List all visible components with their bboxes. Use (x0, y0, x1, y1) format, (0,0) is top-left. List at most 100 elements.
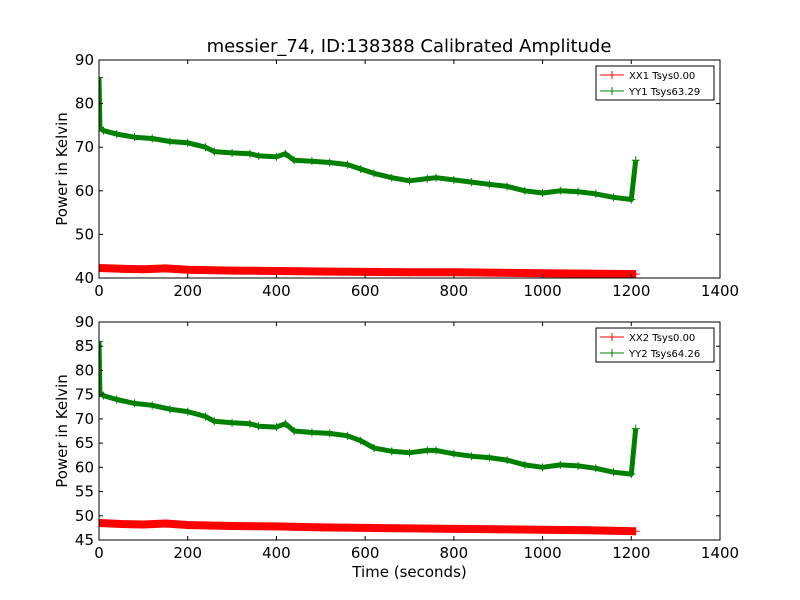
data-point (631, 270, 640, 278)
data-point (254, 151, 263, 160)
data-point (307, 428, 316, 437)
y-tick-label: 80 (75, 95, 94, 113)
data-point (210, 147, 219, 156)
y-tick-label: 40 (75, 269, 94, 287)
y-tick-label: 60 (75, 458, 94, 476)
data-point (503, 456, 512, 465)
x-tick-label: 1000 (523, 282, 561, 300)
data-point (99, 519, 103, 528)
data-point (228, 266, 237, 275)
data-point (485, 180, 494, 189)
x-tick-label: 800 (440, 282, 469, 300)
data-point (272, 152, 281, 161)
x-tick-label: 0 (94, 544, 104, 562)
data-point (556, 186, 565, 195)
data-point (631, 527, 640, 536)
legend-entry-label: XX1 Tsys0.00 (629, 71, 695, 82)
data-point (423, 174, 432, 183)
data-point (210, 417, 219, 426)
data-point (139, 265, 148, 274)
x-tick-label: 800 (440, 544, 469, 562)
data-point (423, 446, 432, 455)
data-point (165, 405, 174, 414)
x-tick-label: 600 (351, 282, 380, 300)
data-point (148, 401, 157, 410)
y-tick-label: 45 (75, 531, 94, 549)
data-point (281, 419, 290, 428)
series-group (99, 73, 640, 278)
data-point (245, 149, 254, 158)
data-point (228, 148, 237, 157)
data-point (183, 407, 192, 416)
x-tick-label: 1000 (523, 544, 561, 562)
data-point (99, 337, 103, 346)
data-point (201, 143, 210, 152)
data-point (290, 427, 299, 435)
y-tick-label: 75 (75, 386, 94, 404)
y-tick-label: 70 (75, 138, 94, 156)
data-point (449, 175, 458, 184)
data-point (148, 134, 157, 143)
data-point (631, 156, 640, 165)
data-point (183, 138, 192, 147)
x-tick-label: 1200 (612, 282, 650, 300)
x-tick-label: 200 (173, 544, 202, 562)
legend: XX1 Tsys0.00 YY1 Tsys63.29 (595, 65, 715, 101)
x-tick-label: 1200 (612, 544, 650, 562)
data-point (449, 524, 458, 533)
series-group (99, 337, 640, 536)
data-point (538, 463, 547, 472)
data-point (609, 193, 618, 202)
data-point (117, 520, 126, 529)
data-point (228, 521, 237, 530)
data-point (370, 169, 379, 178)
data-point (272, 267, 281, 276)
data-point (228, 418, 237, 427)
data-point (485, 453, 494, 462)
y-tick-label: 70 (75, 410, 94, 428)
data-point (574, 187, 583, 196)
data-point (307, 157, 316, 166)
y-tick-label: 85 (75, 337, 94, 355)
data-point (161, 519, 170, 528)
data-point (627, 470, 636, 479)
data-point (161, 264, 170, 273)
data-point (99, 73, 103, 82)
data-point (165, 137, 174, 146)
data-point (591, 464, 600, 473)
y-tick-label: 65 (75, 434, 94, 452)
data-point (387, 447, 396, 456)
y-tick-label: 50 (75, 507, 94, 525)
axes-frame (98, 321, 721, 541)
data-point (99, 391, 108, 400)
data-point (245, 419, 254, 428)
y-tick-label: 80 (75, 361, 94, 379)
data-point (494, 268, 503, 277)
data-point (449, 449, 458, 458)
data-point (130, 133, 139, 142)
data-point (325, 429, 334, 438)
y-tick-label: 90 (75, 313, 94, 331)
bottom-subplot: 0 200 400 600 800 1000 1200 1400 45 50 55 60 65 70 75 8… (53, 313, 739, 581)
data-point (130, 399, 139, 408)
data-point (316, 267, 325, 276)
data-point (631, 424, 640, 433)
y-tick-label: 50 (75, 225, 94, 243)
data-point (574, 461, 583, 470)
series-green-markers (99, 73, 640, 204)
data-point (183, 520, 192, 529)
data-point (582, 526, 591, 535)
data-point (254, 422, 263, 431)
data-point (370, 443, 379, 452)
data-point (520, 186, 529, 195)
data-point (432, 173, 441, 182)
data-point (99, 126, 108, 135)
data-point (405, 524, 414, 533)
data-point (281, 149, 290, 158)
x-tick-label: 1400 (701, 544, 739, 562)
y-axis-label: Power in Kelvin (53, 112, 71, 226)
x-tick-label: 600 (351, 544, 380, 562)
series-red-markers (99, 263, 640, 278)
data-point (343, 431, 352, 440)
series-red-markers (99, 519, 640, 536)
